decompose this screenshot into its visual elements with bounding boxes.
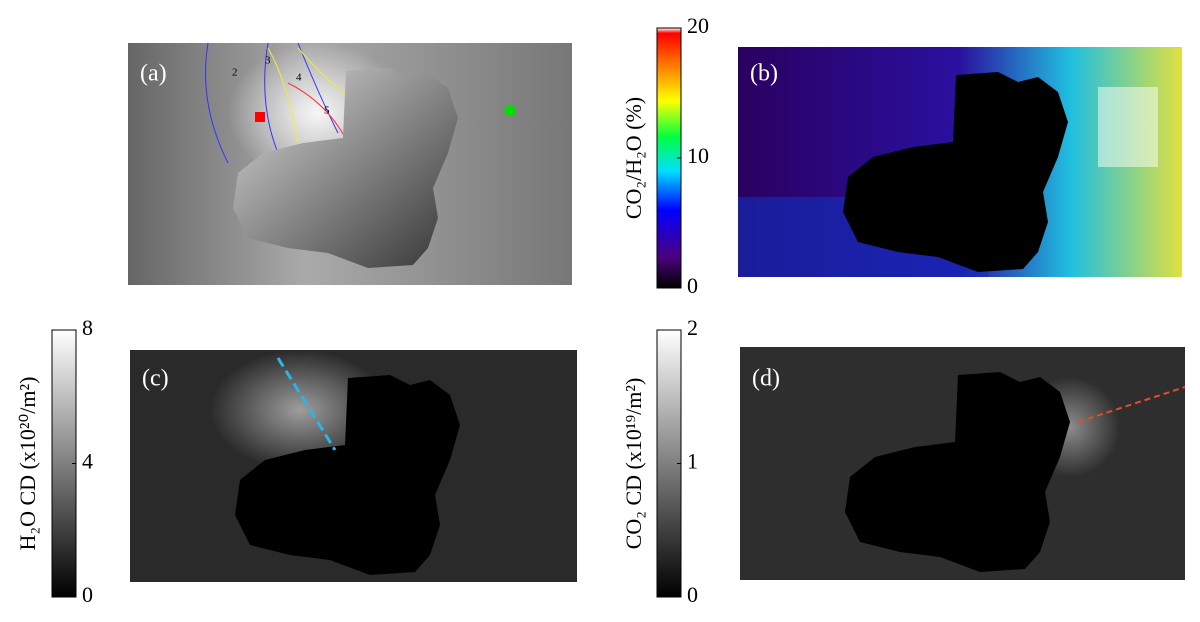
panel-b: (b) <box>738 47 1182 277</box>
red-marker <box>255 112 265 122</box>
panel-label: (c) <box>142 366 169 392</box>
colorbar-label: H₂O CD (x10²⁰/m²) <box>15 377 40 551</box>
contour-label: 2 <box>232 67 238 79</box>
direction-line <box>276 357 337 451</box>
panel-label: (d) <box>752 366 780 392</box>
colorbar-label: CO₂ CD (x10¹⁹/m²) <box>621 378 646 550</box>
green-marker <box>505 106 515 116</box>
panel-d: (d) <box>740 347 1186 580</box>
contour-label: 5 <box>324 105 330 117</box>
colorbar-tick-label: 8 <box>82 315 93 340</box>
panel-label: (a) <box>140 61 167 87</box>
colorbar-label: CO₂/H₂O (%) <box>621 97 646 219</box>
direction-line <box>1077 386 1186 423</box>
jet-glow <box>210 350 390 470</box>
colorbar-tick-label: 10 <box>687 143 709 168</box>
image-region <box>1098 87 1158 167</box>
contour-label: 3 <box>265 55 271 67</box>
contour-label: 4 <box>296 72 302 84</box>
colorbar-tick-label: 4 <box>82 449 93 474</box>
colorbar-tick-label: 0 <box>82 582 93 607</box>
panel-label: (b) <box>750 61 778 87</box>
colorbar-tick-label: 20 <box>687 13 709 38</box>
colorbar-tick-label: 0 <box>687 582 698 607</box>
colorbar-tick-label: 2 <box>687 315 698 340</box>
panel-a: 2 3 4 5 (a) <box>128 42 572 285</box>
colorbar-tick-label: 1 <box>687 449 698 474</box>
colorbar-tick-label: 0 <box>687 273 698 298</box>
panel-c: (c) <box>130 350 577 582</box>
